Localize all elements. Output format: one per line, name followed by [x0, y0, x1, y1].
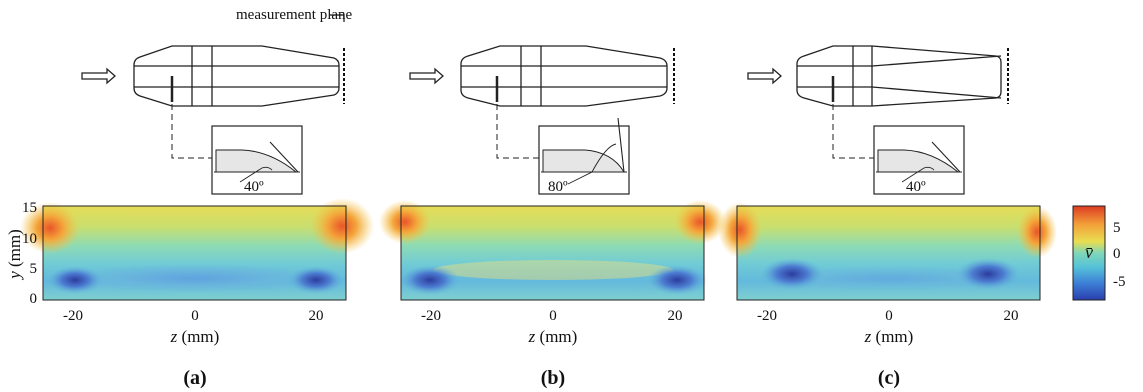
panel-c: 40º -20 0 20 z (mm) (c)	[718, 45, 1057, 389]
y-axis: 15 10 5 0 y (mm)	[5, 200, 37, 307]
detail-leader	[496, 104, 539, 159]
body-schematic	[133, 45, 340, 107]
y-tick-label: 10	[22, 231, 37, 247]
panel-caption: (c)	[878, 367, 900, 389]
detail-leader	[171, 104, 213, 159]
measurement-plane-label: measurement plane	[236, 7, 353, 23]
colorbar-tick: 5	[1113, 220, 1121, 236]
colorbar-tick: 0	[1113, 246, 1121, 262]
flow-arrow-icon	[409, 67, 444, 85]
velocity-field-map	[718, 202, 1057, 301]
x-tick-label: 20	[1004, 308, 1019, 324]
y-tick-label: 5	[30, 261, 38, 277]
colorbar-scale	[1072, 205, 1106, 301]
x-tick-label: 0	[191, 308, 199, 324]
x-axis: -20 0 20 z (mm)	[421, 308, 683, 346]
velocity-field-map	[20, 198, 374, 301]
x-axis: -20 0 20 z (mm)	[757, 308, 1019, 346]
panel-caption: (a)	[183, 367, 206, 389]
angle-label: 80º	[548, 179, 568, 195]
angle-label: 40º	[244, 179, 264, 195]
colorbar-symbol: v̄	[1085, 242, 1093, 262]
velocity-field-map	[379, 200, 726, 301]
x-tick-label: -20	[421, 308, 441, 324]
x-tick-label: 0	[549, 308, 557, 324]
panel-b: 80º -20 0 20 z (mm) (b)	[379, 45, 726, 389]
x-tick-label: 20	[309, 308, 324, 324]
flow-arrow-icon	[81, 67, 116, 85]
body-schematic	[460, 45, 668, 107]
detail-leader	[832, 104, 874, 159]
x-tick-label: -20	[757, 308, 777, 324]
x-axis-title: z (mm)	[528, 327, 578, 346]
nose-detail-inset: 40º	[211, 125, 303, 195]
y-tick-label: 15	[22, 200, 37, 216]
x-tick-label: 20	[668, 308, 683, 324]
x-tick-label: 0	[885, 308, 893, 324]
x-axis-title: z (mm)	[864, 327, 914, 346]
nose-detail-inset: 80º	[538, 117, 630, 195]
x-tick-label: -20	[63, 308, 83, 324]
colorbar-tick: -5	[1113, 274, 1126, 290]
angle-label: 40º	[906, 179, 926, 195]
colorbar: 5 0 -5 v̄	[1072, 205, 1126, 301]
flow-arrow-icon	[747, 67, 782, 85]
nose-detail-inset: 40º	[873, 125, 965, 195]
y-axis-title: y (mm)	[5, 229, 24, 281]
body-schematic	[796, 45, 1002, 107]
y-tick-label: 0	[30, 291, 38, 307]
measurement-plane: measurement plane	[236, 7, 353, 104]
x-axis-title: z (mm)	[170, 327, 220, 346]
panel-a: measurement plane 40º 15 10 5	[5, 7, 374, 389]
panel-caption: (b)	[541, 367, 565, 389]
x-axis: -20 0 20 z (mm)	[63, 308, 324, 346]
